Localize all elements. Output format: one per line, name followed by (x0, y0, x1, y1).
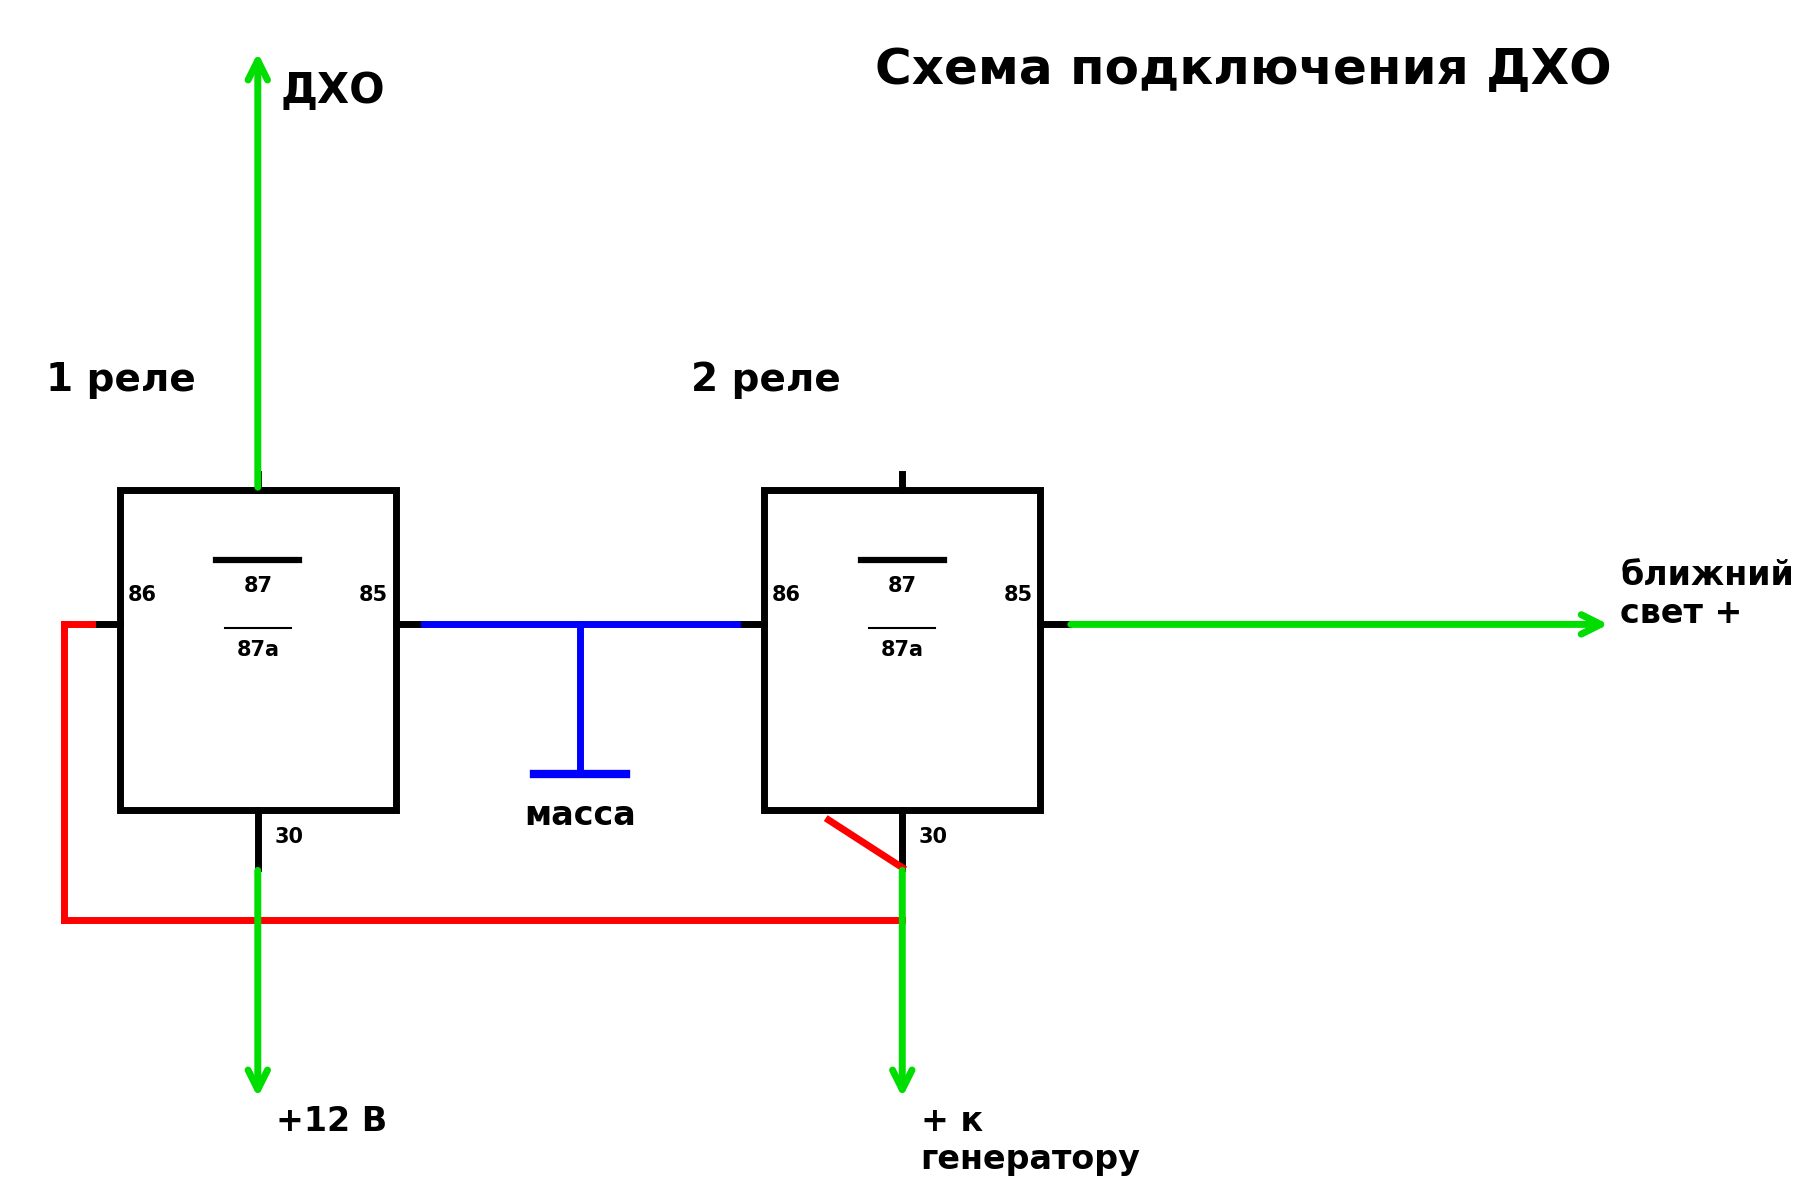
Text: 87a: 87a (880, 641, 923, 660)
Text: + к
генератору: + к генератору (920, 1105, 1141, 1176)
Text: 1 реле: 1 реле (47, 361, 196, 398)
Text: ДХО: ДХО (281, 70, 385, 112)
Text: 86: 86 (128, 586, 157, 605)
Bar (765, 490, 1040, 810)
Text: Схема подключения ДХО: Схема подключения ДХО (875, 46, 1611, 94)
Text: 30: 30 (274, 827, 304, 847)
Text: +12 В: +12 В (275, 1105, 387, 1138)
Text: 30: 30 (918, 827, 949, 847)
Text: ближний
свет +: ближний свет + (1620, 559, 1795, 630)
Text: 87: 87 (887, 576, 916, 596)
Text: 85: 85 (1004, 586, 1033, 605)
Text: масса: масса (524, 799, 635, 833)
Bar (119, 490, 396, 810)
Text: 2 реле: 2 реле (691, 361, 841, 398)
Text: 85: 85 (360, 586, 389, 605)
Text: 87a: 87a (236, 641, 279, 660)
Text: 86: 86 (772, 586, 801, 605)
Text: 87: 87 (243, 576, 272, 596)
